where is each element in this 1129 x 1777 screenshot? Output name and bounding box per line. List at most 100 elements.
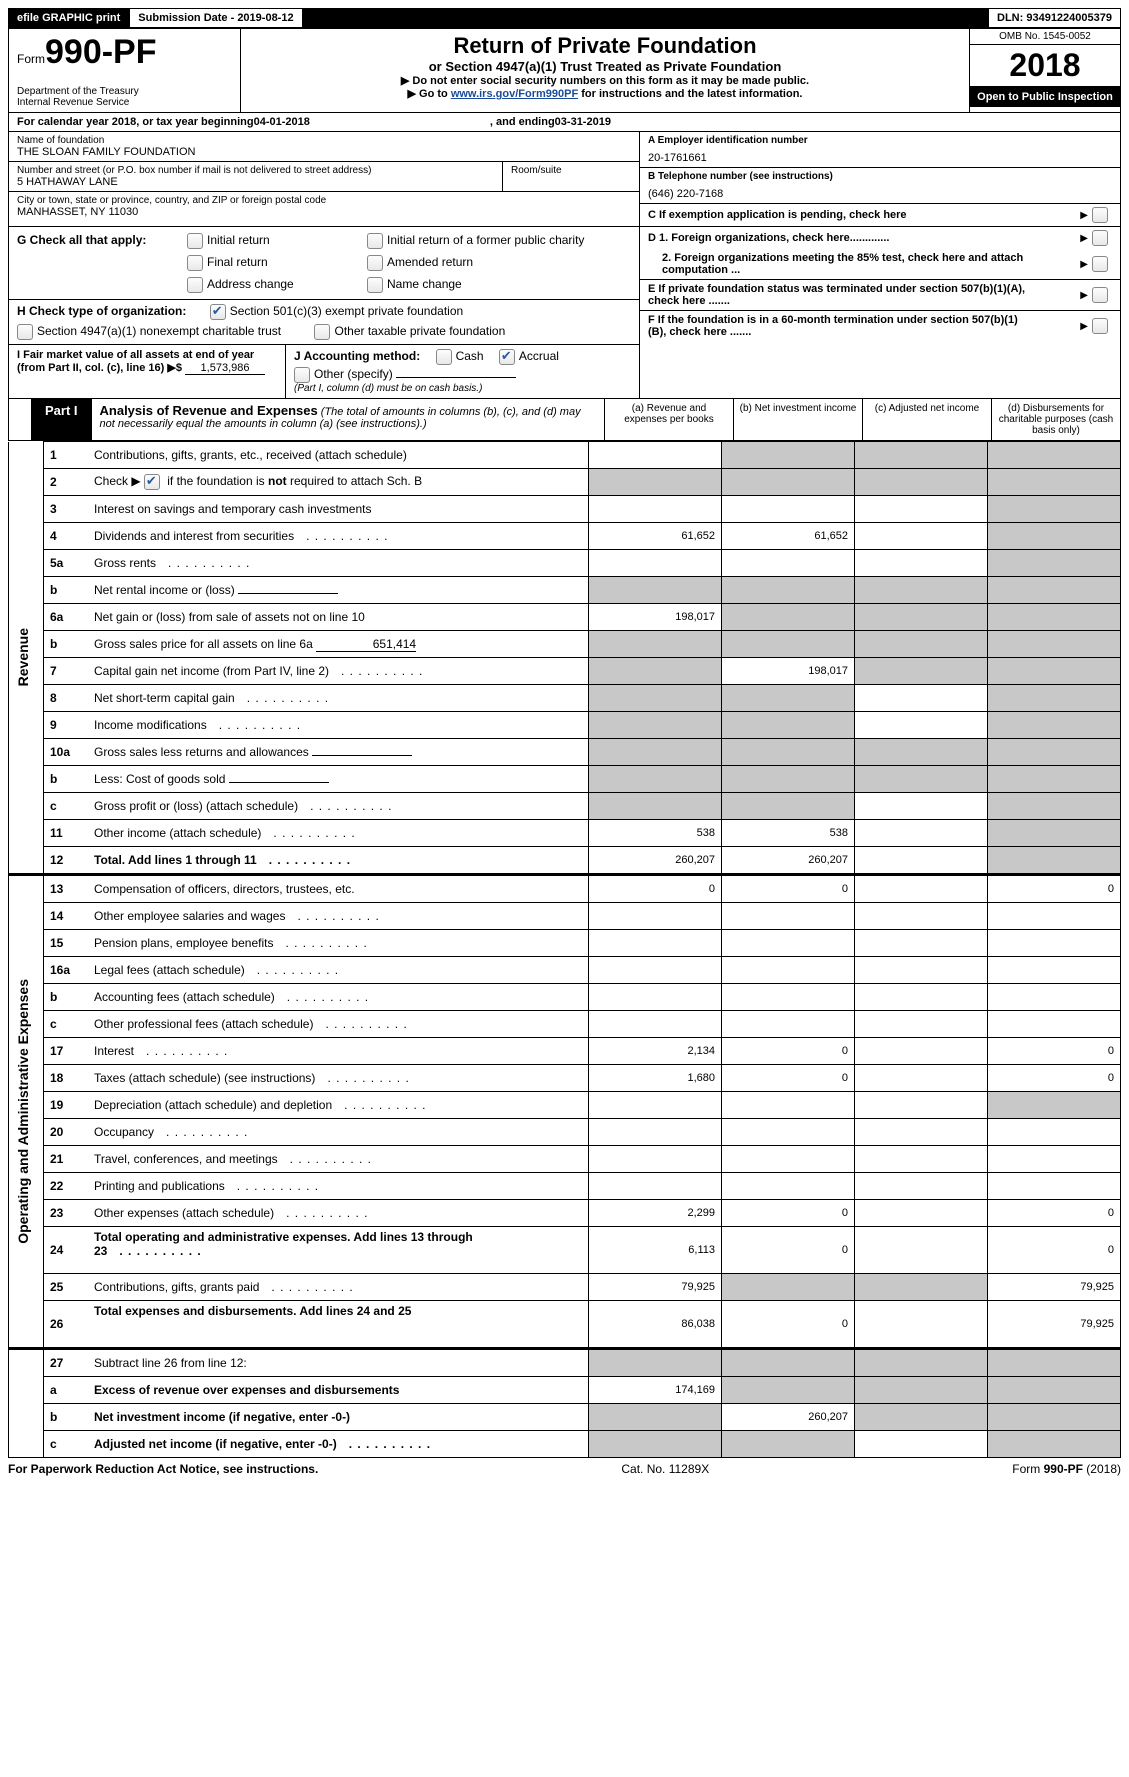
part1-header: Part I Analysis of Revenue and Expenses … [8,399,1121,441]
table-row: 6aNet gain or (loss) from sale of assets… [9,604,1121,631]
efile-label: efile GRAPHIC print [8,8,129,28]
chk-schb[interactable] [144,474,160,490]
table-row: 4Dividends and interest from securities6… [9,523,1121,550]
table-row: 15Pension plans, employee benefits [9,930,1121,957]
table-row: 19Depreciation (attach schedule) and dep… [9,1092,1121,1119]
period-row: For calendar year 2018, or tax year begi… [8,113,1121,132]
table-row: 9Income modifications [9,712,1121,739]
table-row: 3Interest on savings and temporary cash … [9,496,1121,523]
chk-initial[interactable] [187,233,203,249]
table-row: cAdjusted net income (if negative, enter… [9,1431,1121,1458]
address: 5 HATHAWAY LANE [17,176,494,188]
period-end: 03-31-2019 [555,116,611,128]
form-note1: ▶ Do not enter social security numbers o… [249,74,961,87]
instructions-link[interactable]: www.irs.gov/Form990PF [451,88,578,100]
col-d: (d) Disbursements for charitable purpose… [991,399,1120,440]
chk-other-tax[interactable] [314,324,330,340]
form-title: Return of Private Foundation [249,33,961,59]
table-row: 26Total expenses and disbursements. Add … [9,1301,1121,1348]
chk-other-acct[interactable] [294,367,310,383]
d1: D 1. Foreign organizations, check here..… [648,232,889,244]
j-note: (Part I, column (d) must be on cash basi… [294,383,631,394]
header-center: Return of Private Foundation or Section … [241,29,969,112]
chk-name[interactable] [367,277,383,293]
g-label: G Check all that apply: [17,233,167,293]
table-row: 18Taxes (attach schedule) (see instructi… [9,1065,1121,1092]
chk-initial-former[interactable] [367,233,383,249]
table-row: bGross sales price for all assets on lin… [9,631,1121,658]
e: E If private foundation status was termi… [648,283,1028,307]
chk-amended[interactable] [367,255,383,271]
g6: Name change [387,277,462,291]
room-label: Room/suite [511,165,631,176]
period-begin: 04-01-2018 [254,116,310,128]
chk-d2[interactable] [1092,256,1108,272]
table-row: bLess: Cost of goods sold [9,766,1121,793]
j3: Other (specify) [314,367,393,381]
h2: Section 4947(a)(1) nonexempt charitable … [37,324,281,338]
table-row: 23Other expenses (attach schedule)2,2990… [9,1200,1121,1227]
topbar-spacer [303,8,988,28]
ein: 20-1761661 [648,152,1112,164]
footer-left: For Paperwork Reduction Act Notice, see … [8,1462,318,1476]
chk-final[interactable] [187,255,203,271]
chk-f[interactable] [1092,318,1108,334]
chk-501c3[interactable] [210,304,226,320]
f: F If the foundation is in a 60-month ter… [648,314,1028,338]
table-row: 5aGross rents [9,550,1121,577]
footer-right: Form 990-PF (2018) [1012,1462,1121,1476]
period-pre: For calendar year 2018, or tax year begi… [17,116,254,128]
chk-d1[interactable] [1092,230,1108,246]
dept1: Department of the Treasury [17,86,232,97]
table-row: cGross profit or (loss) (attach schedule… [9,793,1121,820]
footer: For Paperwork Reduction Act Notice, see … [8,1458,1121,1480]
bottom-table: 27Subtract line 26 from line 12:aExcess … [8,1348,1121,1458]
table-row: 8Net short-term capital gain [9,685,1121,712]
table-row: 11Other income (attach schedule)538538 [9,820,1121,847]
table-row: cOther professional fees (attach schedul… [9,1011,1121,1038]
col-c: (c) Adjusted net income [862,399,991,440]
j1: Cash [456,349,484,363]
foundation-name: THE SLOAN FAMILY FOUNDATION [17,146,631,158]
table-row: 14Other employee salaries and wages [9,903,1121,930]
entity-block: Name of foundation THE SLOAN FAMILY FOUN… [8,132,1121,227]
chk-cash[interactable] [436,349,452,365]
table-row: Revenue1Contributions, gifts, grants, et… [9,442,1121,469]
city-label: City or town, state or province, country… [17,195,631,206]
city: MANHASSET, NY 11030 [17,206,631,218]
table-row: aExcess of revenue over expenses and dis… [9,1377,1121,1404]
header-left: Form990-PF Department of the Treasury In… [9,29,241,112]
form-word: Form [17,52,45,66]
part1-title: Analysis of Revenue and Expenses (The to… [92,399,604,440]
c-checkbox[interactable] [1092,207,1108,223]
g2: Initial return of a former public charit… [387,233,584,247]
i-value: 1,573,986 [185,362,265,375]
chk-accrual[interactable] [499,349,515,365]
c-label: C If exemption application is pending, c… [648,209,907,221]
form-subtitle: or Section 4947(a)(1) Trust Treated as P… [249,59,961,74]
table-row: 12Total. Add lines 1 through 11260,20726… [9,847,1121,874]
table-row: 22Printing and publications [9,1173,1121,1200]
name-label: Name of foundation [17,135,631,146]
addr-label: Number and street (or P.O. box number if… [17,165,494,176]
table-row: bNet investment income (if negative, ent… [9,1404,1121,1431]
g4: Amended return [387,255,473,269]
note2-post: for instructions and the latest informat… [578,88,802,100]
col-a: (a) Revenue and expenses per books [604,399,733,440]
table-row: 10aGross sales less returns and allowanc… [9,739,1121,766]
table-row: 7Capital gain net income (from Part IV, … [9,658,1121,685]
omb: OMB No. 1545-0052 [970,29,1120,45]
part1-title-text: Analysis of Revenue and Expenses [100,403,318,418]
h-label: H Check type of organization: [17,304,186,318]
form-number: 990-PF [45,33,157,71]
chk-4947[interactable] [17,324,33,340]
expense-table: Operating and Administrative Expenses13C… [8,874,1121,1348]
chk-e[interactable] [1092,287,1108,303]
revenue-table: Revenue1Contributions, gifts, grants, et… [8,441,1121,874]
header-right: OMB No. 1545-0052 2018 Open to Public In… [969,29,1120,112]
table-row: Operating and Administrative Expenses13C… [9,875,1121,903]
ein-label: A Employer identification number [648,135,1112,146]
chk-address[interactable] [187,277,203,293]
top-bar: efile GRAPHIC print Submission Date - 20… [8,8,1121,28]
table-row: 20Occupancy [9,1119,1121,1146]
